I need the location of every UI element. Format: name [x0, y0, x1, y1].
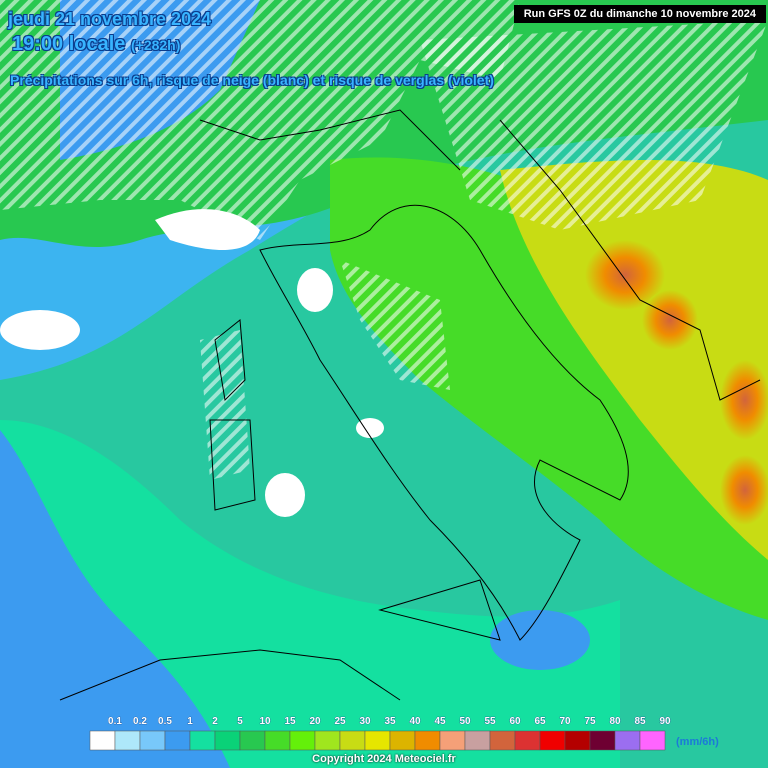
legend-swatch: [264, 730, 291, 751]
legend-swatch: [589, 730, 616, 751]
legend-label: 25: [334, 716, 346, 727]
legend-unit: (mm/6h): [676, 736, 719, 748]
legend-label: 15: [284, 716, 296, 727]
legend-label: 30: [359, 716, 371, 727]
legend-label: 5: [237, 716, 243, 727]
legend-swatch: [514, 730, 541, 751]
legend-swatch: [214, 730, 241, 751]
legend-label: 45: [434, 716, 446, 727]
legend-swatch: [464, 730, 491, 751]
legend-swatch: [364, 730, 391, 751]
legend-swatch: [564, 730, 591, 751]
legend-label: 2: [212, 716, 218, 727]
legend-swatch: [539, 730, 566, 751]
legend-label: 80: [609, 716, 621, 727]
legend-label: 90: [659, 716, 671, 727]
legend-label: 65: [534, 716, 546, 727]
legend-label: 0.1: [108, 716, 122, 727]
legend-swatch: [139, 730, 166, 751]
copyright: Copyright 2024 Meteociel.fr: [312, 753, 456, 765]
legend-swatch: [164, 730, 191, 751]
legend-label: 1: [187, 716, 193, 727]
local-time: 19:00 locale: [12, 33, 126, 55]
legend-label: 0.2: [133, 716, 147, 727]
forecast-time: 19:00 locale (+282h): [12, 33, 180, 56]
run-info: Run GFS 0Z du dimanche 10 novembre 2024: [513, 5, 766, 23]
legend-label: 70: [559, 716, 571, 727]
forecast-date: jeudi 21 novembre 2024: [8, 9, 212, 29]
legend-swatch: [489, 730, 516, 751]
legend-label: 50: [459, 716, 471, 727]
legend-swatch: [189, 730, 216, 751]
map-subtitle: Précipitations sur 6h, risque de neige (…: [10, 72, 494, 88]
legend-swatch: [289, 730, 316, 751]
legend-label: 35: [384, 716, 396, 727]
legend-swatch: [639, 730, 666, 751]
legend-swatch: [439, 730, 466, 751]
legend-label: 0.5: [158, 716, 172, 727]
legend-swatch: [114, 730, 141, 751]
legend-label: 60: [509, 716, 521, 727]
legend-swatch: [414, 730, 441, 751]
legend-swatch: [389, 730, 416, 751]
legend-swatch: [314, 730, 341, 751]
legend-label: 10: [259, 716, 271, 727]
legend-label: 55: [484, 716, 496, 727]
legend-swatch: [89, 730, 116, 751]
legend-swatch: [614, 730, 641, 751]
legend-label: 85: [634, 716, 646, 727]
legend-swatch: [339, 730, 366, 751]
legend-swatch: [239, 730, 266, 751]
legend-label: 40: [409, 716, 421, 727]
legend-label: 75: [584, 716, 596, 727]
lead-time: (+282h): [130, 37, 181, 53]
legend-label: 20: [309, 716, 321, 727]
